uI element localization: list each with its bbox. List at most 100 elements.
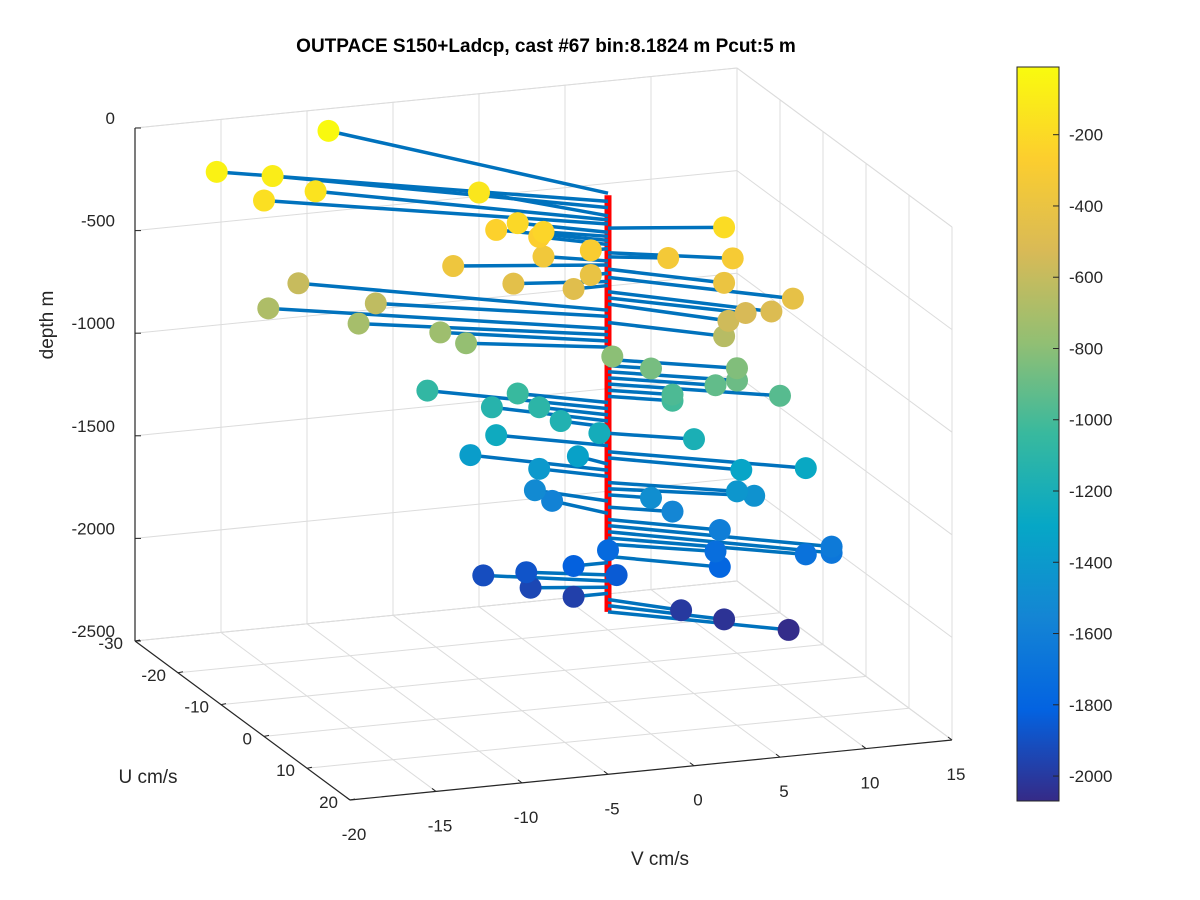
data-point <box>579 239 602 262</box>
data-point <box>485 218 508 241</box>
stem-line <box>607 382 781 398</box>
data-point <box>794 543 817 566</box>
data-point <box>713 271 736 294</box>
stem-line <box>375 301 609 319</box>
data-point <box>717 309 740 332</box>
data-point <box>562 277 585 300</box>
axis-line <box>349 739 953 801</box>
data-point <box>205 160 228 183</box>
data-point <box>287 272 310 295</box>
z-tick-label: -500 <box>81 212 115 231</box>
data-point <box>468 181 490 204</box>
x-tick-label: -20 <box>342 825 367 844</box>
z-tick-label: -2500 <box>72 622 115 641</box>
data-point <box>506 382 529 405</box>
colorbar-tick-label: -400 <box>1069 197 1103 216</box>
data-point <box>502 272 525 295</box>
x-tick-label: -15 <box>428 816 453 835</box>
grid-line <box>306 623 523 784</box>
stem-line <box>607 357 738 370</box>
data-point <box>455 332 478 355</box>
grid-line <box>177 612 781 674</box>
x-tick-mark <box>517 779 523 784</box>
stem-line <box>517 221 609 234</box>
data-point <box>416 379 439 402</box>
colorbar-tick-label: -600 <box>1069 268 1103 287</box>
grid-line <box>134 170 738 232</box>
data-point <box>704 374 727 397</box>
data-point <box>777 618 800 641</box>
stem-line <box>491 405 609 423</box>
stem-line <box>607 225 725 230</box>
data-point <box>528 396 551 419</box>
x-tick-mark <box>775 753 781 758</box>
data-point <box>480 396 503 419</box>
plot-box: -20 -15 -10 -5 0 5 10 15 -30 -20 -10 0 10 20 0 -500 -100… <box>72 67 965 844</box>
colorbar-tick-label: -1200 <box>1069 482 1112 501</box>
y-tick-label: 20 <box>319 793 338 812</box>
z-axis-label: depth m <box>37 291 58 360</box>
y-tick-label: 10 <box>276 761 295 780</box>
stem-line <box>607 597 682 613</box>
data-point <box>769 384 791 407</box>
data-point <box>721 247 744 270</box>
stem-line <box>315 189 609 222</box>
data-point <box>713 608 736 631</box>
axis-line <box>134 640 351 801</box>
data-point <box>605 564 628 587</box>
colorbar-tick-label: -1000 <box>1069 411 1112 430</box>
x-tick-mark <box>861 745 867 749</box>
z-tick-label: 0 <box>106 109 115 128</box>
stem-line <box>328 129 609 195</box>
data-point <box>472 564 495 587</box>
y-tick-label: -10 <box>184 698 209 717</box>
data-point <box>541 489 564 512</box>
stem-line <box>607 302 729 323</box>
data-point <box>640 357 662 380</box>
data-point <box>506 212 529 235</box>
data-point <box>532 245 555 268</box>
y-tick-mark <box>263 734 270 737</box>
x-tick-mark <box>689 762 695 767</box>
colorbar-tick-label: -2000 <box>1069 767 1112 786</box>
data-point <box>588 422 611 445</box>
x-axis-label: V cm/s <box>631 849 689 870</box>
stem-line <box>607 456 742 472</box>
data-point <box>657 247 680 270</box>
data-point <box>743 484 766 507</box>
x-tick-label: 5 <box>779 782 788 801</box>
data-point <box>670 599 693 622</box>
chart-title: OUTPACE S150+Ladcp, cast #67 bin:8.1824 … <box>296 36 796 57</box>
x-tick-label: -5 <box>604 799 619 818</box>
data-point <box>640 486 662 509</box>
data-point <box>661 383 684 406</box>
data-point <box>562 555 585 578</box>
y-tick-mark <box>177 671 184 674</box>
y-tick-mark <box>220 703 227 706</box>
stem-line <box>607 554 720 569</box>
x-tick-mark <box>431 788 437 792</box>
y-tick-mark <box>349 798 356 801</box>
stem-line <box>358 321 609 337</box>
stem-line <box>607 450 806 470</box>
grid-line <box>306 707 910 769</box>
stem-line <box>539 467 609 479</box>
data-point <box>549 410 572 433</box>
colorbar-ticks: -200 -400 -600 -800 -1000 -1200 -1400 -1600 -180… <box>1053 126 1112 786</box>
data-point <box>566 445 589 468</box>
y-axis-label: U cm/s <box>118 767 177 788</box>
data-point <box>253 189 275 212</box>
x-tick-label: 0 <box>693 791 702 810</box>
colorbar-tick-label: -200 <box>1069 126 1103 145</box>
y-tick-label: 0 <box>243 729 252 748</box>
stem-line <box>607 267 725 285</box>
data-point <box>317 119 340 142</box>
box-edge <box>134 580 738 642</box>
y-tick-label: -20 <box>141 666 166 685</box>
data-marks <box>205 119 843 641</box>
stem-line <box>496 433 609 448</box>
data-point <box>820 535 843 558</box>
grid-line <box>736 272 953 433</box>
grid-line <box>134 272 738 334</box>
